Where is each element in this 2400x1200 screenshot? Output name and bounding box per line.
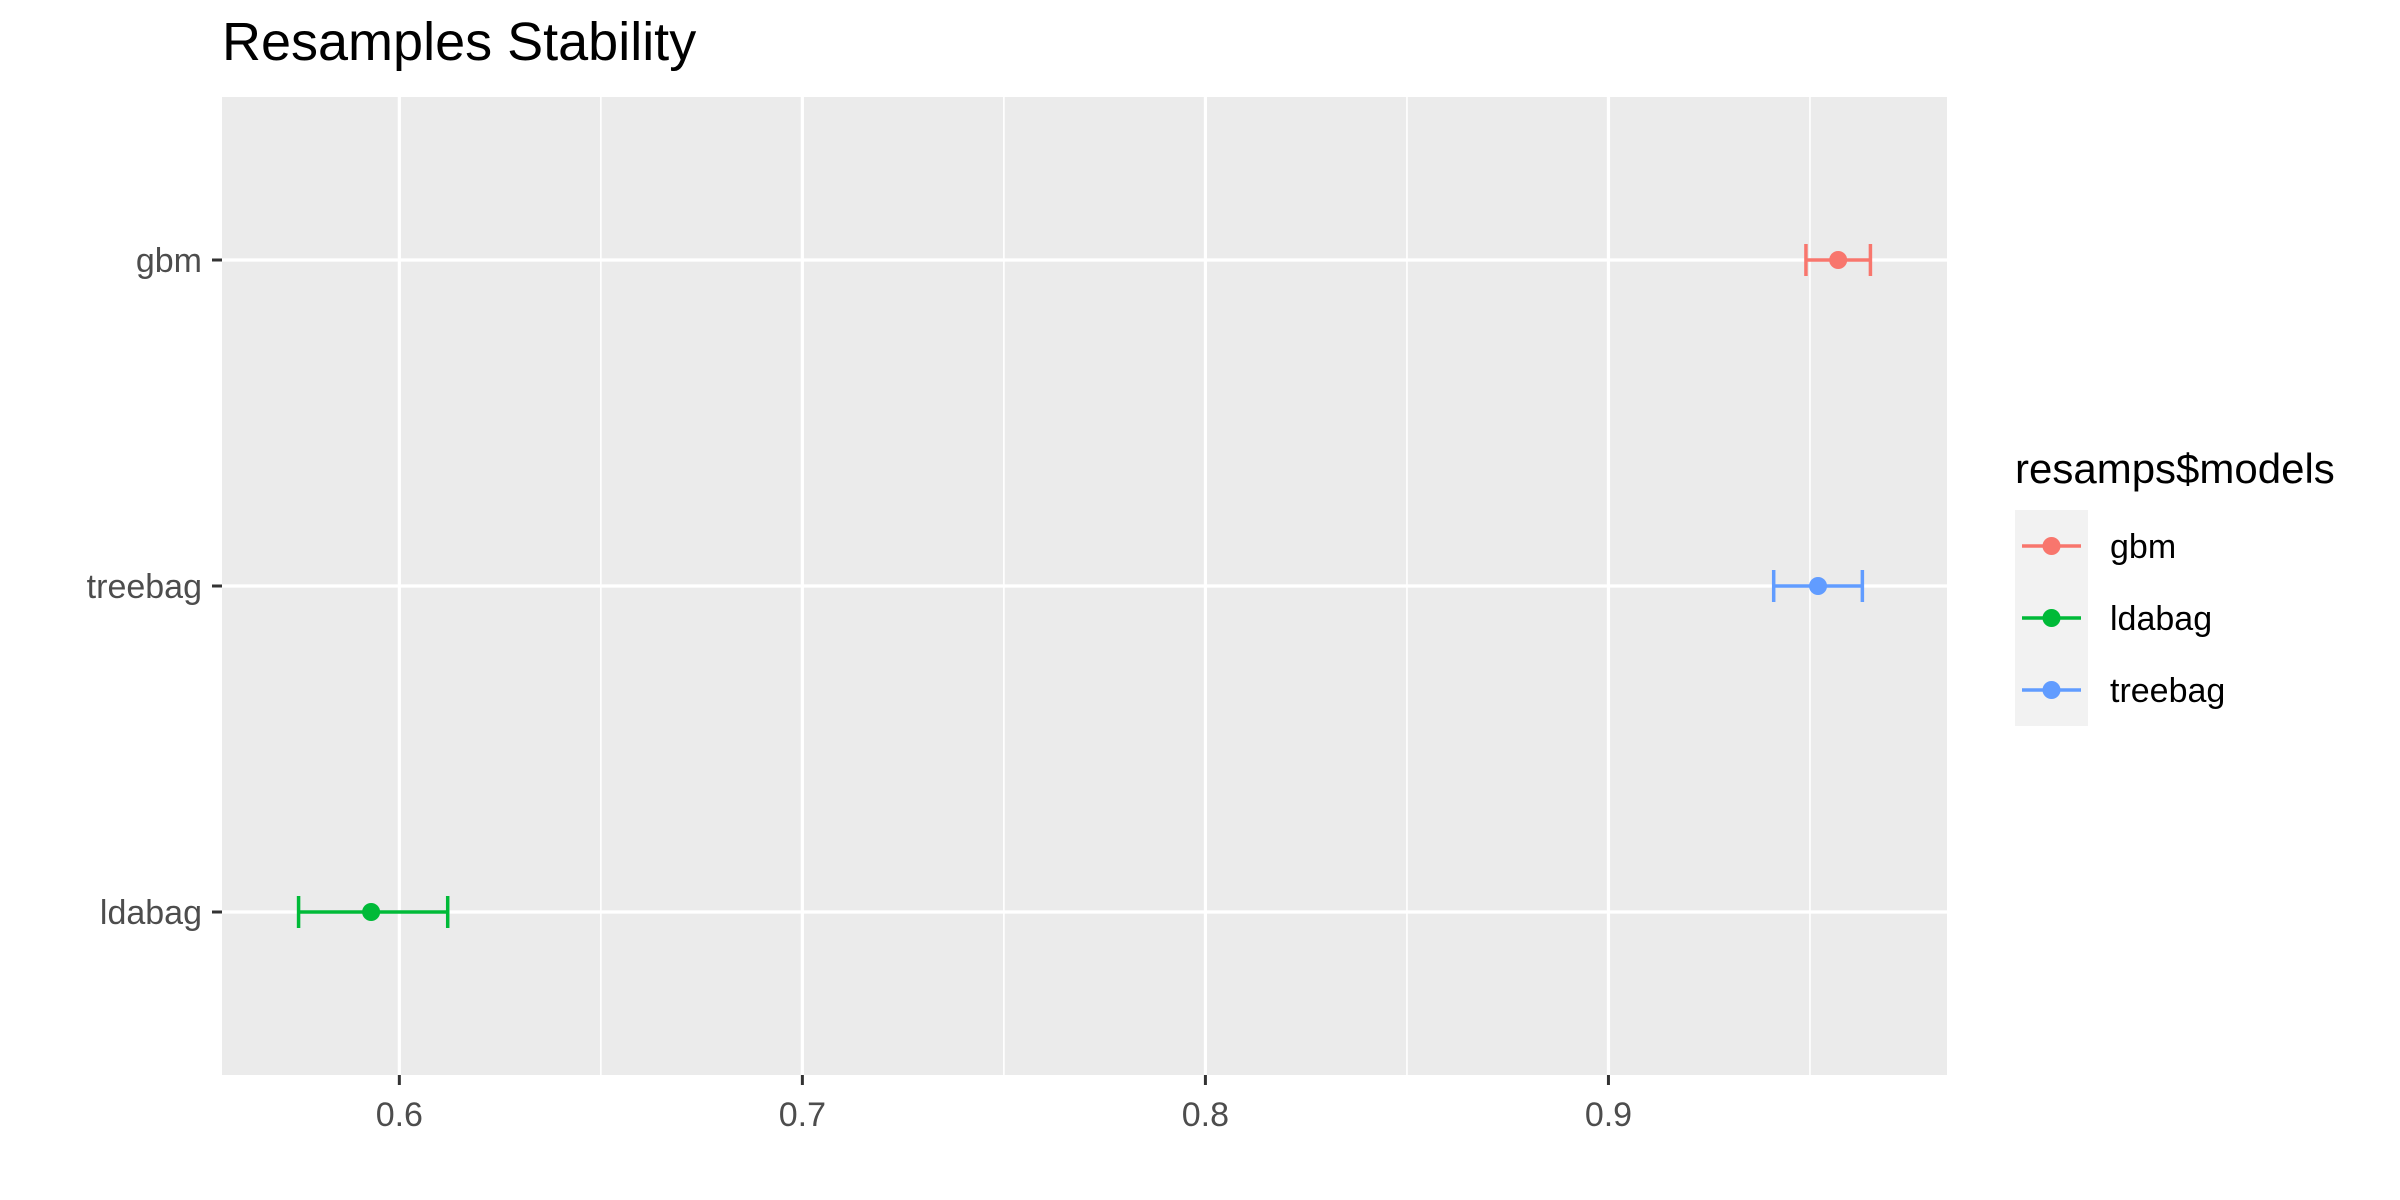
x-tick-label: 0.6 bbox=[376, 1096, 423, 1134]
legend-title: resamps$models bbox=[2015, 445, 2335, 492]
y-tick-label: ldabag bbox=[100, 894, 202, 932]
legend: resamps$models gbm ldabag treebag bbox=[2015, 445, 2335, 726]
legend-key-point-ldabag bbox=[2042, 609, 2061, 627]
y-tick-label: gbm bbox=[136, 242, 202, 280]
y-tick-label: treebag bbox=[87, 568, 202, 606]
legend-label-ldabag: ldabag bbox=[2110, 600, 2212, 638]
legend-key-point-gbm bbox=[2042, 537, 2061, 555]
x-tick-label: 0.9 bbox=[1585, 1096, 1632, 1134]
grid-major bbox=[222, 97, 1947, 1075]
point-gbm bbox=[1829, 251, 1848, 269]
error-bars bbox=[296, 244, 1873, 928]
legend-label-gbm: gbm bbox=[2110, 528, 2176, 566]
y-axis: gbm treebag ldabag bbox=[87, 242, 222, 932]
x-tick-label: 0.8 bbox=[1182, 1096, 1229, 1134]
x-axis: 0.6 0.7 0.8 0.9 bbox=[376, 1075, 1632, 1134]
chart-title: Resamples Stability bbox=[222, 12, 696, 72]
point-ldabag bbox=[362, 903, 381, 921]
x-tick-label: 0.7 bbox=[779, 1096, 826, 1134]
legend-label-treebag: treebag bbox=[2110, 672, 2225, 710]
point-treebag bbox=[1809, 577, 1828, 595]
legend-key-point-treebag bbox=[2042, 681, 2061, 699]
